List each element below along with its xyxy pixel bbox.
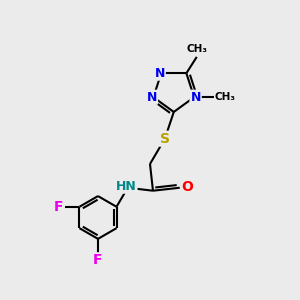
Text: CH₃: CH₃ [187, 44, 208, 54]
Text: S: S [160, 132, 170, 146]
Text: F: F [93, 253, 103, 267]
Text: N: N [147, 91, 157, 104]
Text: N: N [190, 91, 201, 104]
Text: F: F [53, 200, 63, 214]
Text: HN: HN [116, 180, 136, 193]
Text: O: O [181, 180, 193, 194]
Text: N: N [154, 67, 165, 80]
Text: CH₃: CH₃ [215, 92, 236, 102]
